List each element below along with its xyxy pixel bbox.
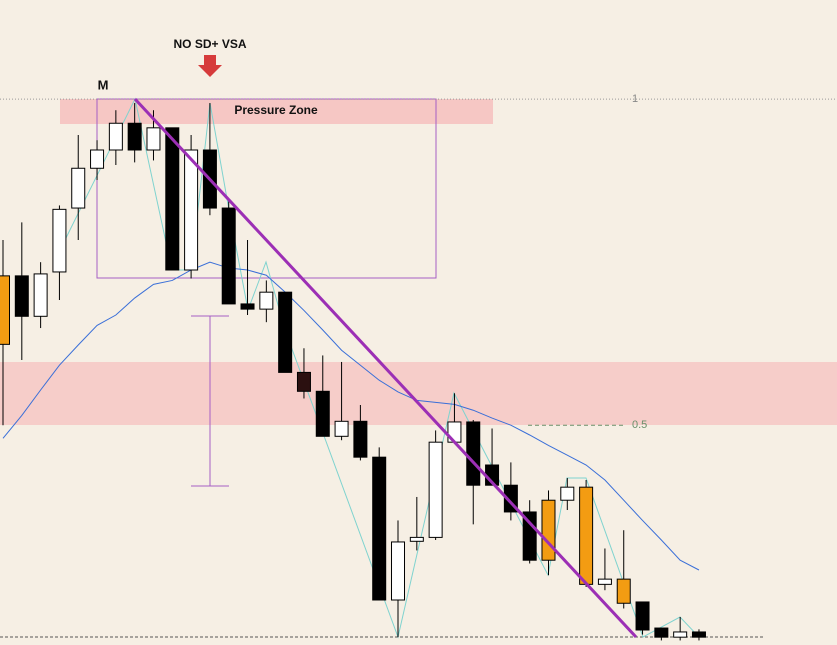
candle-body: [428, 441, 443, 538]
y-tick-label: 0.5: [632, 419, 647, 431]
zone-label: Pressure Zone: [234, 103, 318, 117]
candle-body: [372, 456, 387, 601]
candle-body: [522, 511, 537, 561]
candle-body: [221, 207, 236, 305]
arrow: [198, 55, 222, 77]
candle-body: [127, 122, 142, 151]
candle-body: [597, 578, 612, 585]
peak-label: M: [98, 77, 109, 92]
candle-body: [409, 536, 424, 542]
candle-body: [71, 167, 86, 209]
candle-body: [259, 291, 274, 310]
marks: [0, 98, 837, 641]
candle-body: [108, 122, 123, 151]
range-box: [96, 98, 437, 279]
candle-body: [654, 627, 669, 638]
candle-body: [334, 420, 349, 437]
candle-body: [579, 486, 594, 585]
candle-body: [14, 275, 29, 317]
candle-body: [52, 208, 67, 273]
candle-body: [296, 371, 311, 392]
candle-body: [691, 631, 706, 638]
candle-body: [33, 273, 48, 317]
measure: [191, 315, 229, 487]
candle-body: [541, 499, 556, 561]
y-tick-label: 1: [632, 93, 638, 105]
trend-line: [133, 97, 638, 639]
candle-body: [278, 291, 293, 373]
supply-band: [0, 362, 837, 425]
candle-body: [146, 127, 161, 151]
signal-label: NO SD+ VSA: [173, 37, 246, 51]
candle-body: [315, 390, 330, 437]
candle-body: [391, 541, 406, 601]
average-line: [2, 261, 700, 571]
candle-body: [466, 421, 481, 486]
candle-body: [240, 303, 255, 310]
candle-body: [673, 631, 688, 638]
candle-body: [560, 486, 575, 501]
candle-body: [90, 149, 105, 169]
candle-body: [353, 420, 368, 458]
candle-body: [0, 275, 10, 345]
candle-body: [635, 601, 650, 631]
pressure-zone: [60, 99, 493, 124]
candle-body: [616, 578, 631, 604]
candle-body: [165, 127, 180, 271]
candle-body: [184, 149, 199, 271]
